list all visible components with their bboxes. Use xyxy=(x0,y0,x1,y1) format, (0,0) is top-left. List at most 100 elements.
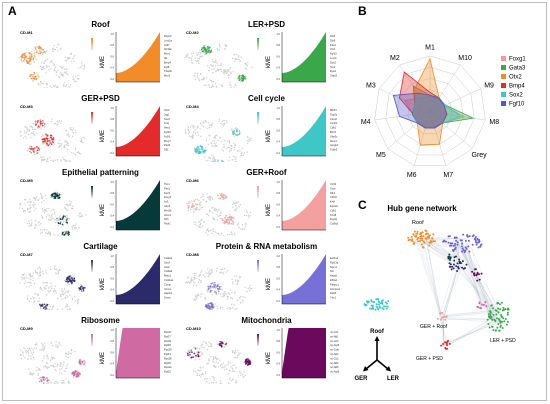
hub-gene-name: Birc5 xyxy=(330,130,336,134)
module-title: Ribosome xyxy=(81,316,120,325)
legend-label: Sox2 xyxy=(509,93,523,99)
network-node xyxy=(482,303,485,306)
network-node xyxy=(480,272,483,275)
network-edges xyxy=(414,234,504,348)
network-node xyxy=(449,258,451,261)
network-node xyxy=(451,265,454,268)
hub-gene-name: Rpl13a xyxy=(330,260,339,264)
hub-gene-name: Pax2 xyxy=(330,43,336,47)
network-node xyxy=(506,311,509,314)
module-tile: GER+Roof CD-M6 kME 1.0 0.8 0.6 0.4 0.2 Oc90 Otos D… xyxy=(184,168,349,236)
hub-gene-name: mt-Atp8 xyxy=(330,370,340,374)
network-node xyxy=(384,305,387,308)
kme-tick-label: 1.0 xyxy=(110,106,114,110)
network-node xyxy=(489,311,492,314)
legend-label: Fgf10 xyxy=(509,102,525,108)
network-edge xyxy=(425,234,453,257)
network-node xyxy=(379,306,381,309)
kme-tick-label: 0.8 xyxy=(276,117,280,121)
network-node xyxy=(439,318,442,321)
network-edge xyxy=(443,262,460,320)
hub-gene-name: Jag1 xyxy=(164,112,170,116)
network-edge xyxy=(452,245,467,257)
network-node xyxy=(440,316,443,319)
network-node xyxy=(459,261,462,264)
network-node xyxy=(496,301,499,304)
module-id: CD-M6 xyxy=(186,178,199,183)
color-scale-bar xyxy=(257,260,259,272)
network-node xyxy=(456,243,459,246)
network-node xyxy=(477,246,480,249)
network-node xyxy=(455,265,458,268)
network-node xyxy=(375,303,378,306)
network-edge xyxy=(463,247,482,308)
module-id: CD-M8 xyxy=(186,252,199,257)
network-node xyxy=(466,234,469,237)
network-node xyxy=(427,235,430,238)
network-node xyxy=(447,339,450,342)
network-node xyxy=(420,239,423,242)
network-label-roof: Roof xyxy=(412,220,424,226)
hub-gene-name: Irx3 xyxy=(164,200,169,204)
hub-gene-name: Lmx1a xyxy=(164,38,172,42)
module-id: CD-M4 xyxy=(186,104,199,109)
network-node xyxy=(487,323,490,325)
kme-tick-label: 0.2 xyxy=(110,225,114,229)
kme-axis-label: kME xyxy=(100,130,106,142)
network-node xyxy=(456,241,459,244)
hub-gene-name: Pax8 xyxy=(164,143,170,147)
network-node xyxy=(479,306,482,309)
network-node xyxy=(480,243,483,246)
tsne-scatter xyxy=(18,43,86,88)
network-node xyxy=(425,237,428,240)
network-node xyxy=(500,314,503,316)
hub-gene-name: Eya1 xyxy=(330,69,336,73)
network-label-ger-psd: GER + PSD xyxy=(416,356,443,362)
kme-tick-label: 0.4 xyxy=(110,288,114,292)
hub-gene-name: Fgf10 xyxy=(330,52,337,56)
network-node xyxy=(471,243,474,246)
module-tile: Mitochondria CD-M10 kME 1.0 0.8 0.6 0.4 0.2 mt-C… xyxy=(184,316,349,384)
tsne-scatter xyxy=(185,340,252,384)
network-node xyxy=(462,249,465,252)
legend-label: Bmp4 xyxy=(509,84,525,90)
module-title: GER+PSD xyxy=(81,94,120,103)
hub-gene-name: Rpl41 xyxy=(164,352,171,356)
radar-series-polygon xyxy=(392,92,448,129)
kme-tick-label: 0.4 xyxy=(276,214,280,218)
network-node xyxy=(504,318,507,320)
legend-swatch xyxy=(501,74,506,79)
network-edge xyxy=(457,243,475,276)
network-node xyxy=(490,304,493,307)
network-node xyxy=(463,251,466,253)
hub-gene-name: Top2a xyxy=(330,112,338,116)
module-plot: CD-M9kME1.00.80.60.40.2Rps27Rpl37Rps21Rp… xyxy=(19,326,172,384)
kme-area-curve xyxy=(116,180,160,230)
hub-gene-name: mt-Nd1 xyxy=(330,334,339,338)
network-node xyxy=(454,242,457,245)
legend-swatch xyxy=(501,101,506,106)
network-node xyxy=(432,233,435,236)
radar-axis-label: M4 xyxy=(361,119,371,126)
network-node xyxy=(365,303,368,306)
network-node xyxy=(367,300,370,303)
network-edge xyxy=(452,238,458,256)
kme-tick-label: 0.2 xyxy=(110,77,114,81)
network-node xyxy=(489,317,492,319)
network-node xyxy=(423,241,426,244)
radar-axis-label: M10 xyxy=(458,55,472,62)
kme-tick-label: 0.6 xyxy=(110,54,114,58)
kme-tick-label: 0.6 xyxy=(276,202,280,206)
network-edge xyxy=(416,241,454,249)
network-node xyxy=(385,307,388,310)
hub-gene-name: Hes1 xyxy=(164,126,171,130)
network-node xyxy=(497,311,500,314)
network-node xyxy=(449,244,451,247)
network-node xyxy=(447,257,450,260)
module-tile: Epithelial patterning CD-M5 kME 1.0 0.8 0.6 0.… xyxy=(18,168,183,236)
network-node xyxy=(452,244,455,247)
network-node xyxy=(506,320,509,323)
hub-gene-name: Tbx1 xyxy=(164,182,170,186)
network-node xyxy=(448,235,451,238)
radar-spoke xyxy=(429,64,461,113)
